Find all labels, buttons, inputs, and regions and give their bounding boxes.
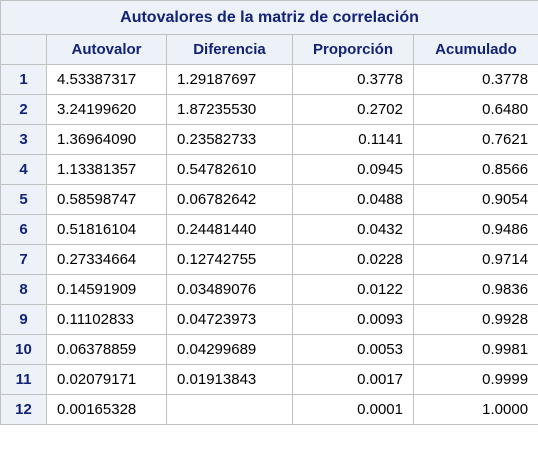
cell-autovalor: 0.11102833 (46, 304, 167, 335)
cell-acumulado: 0.9928 (412, 304, 538, 335)
title-row: Autovalores de la matriz de correlación (0, 0, 538, 35)
cell-autovalor: 0.02079171 (46, 364, 167, 395)
cell-proporcion: 0.1141 (292, 124, 414, 155)
cell-acumulado: 0.6480 (412, 94, 538, 125)
table-row: 4 1.13381357 0.54782610 0.0945 0.8566 (0, 154, 538, 185)
table-row: 10 0.06378859 0.04299689 0.0053 0.9981 (0, 334, 538, 365)
cell-autovalor: 0.51816104 (46, 214, 167, 245)
header-autovalor: Autovalor (46, 34, 167, 65)
cell-proporcion: 0.3778 (292, 64, 414, 95)
cell-autovalor: 0.14591909 (46, 274, 167, 305)
cell-proporcion: 0.0001 (292, 394, 414, 425)
cell-acumulado: 0.9714 (412, 244, 538, 275)
cell-proporcion: 0.0122 (292, 274, 414, 305)
cell-autovalor: 4.53387317 (46, 64, 167, 95)
table-title: Autovalores de la matriz de correlación (0, 0, 538, 35)
row-number: 10 (0, 334, 47, 365)
cell-diferencia: 0.03489076 (166, 274, 293, 305)
cell-proporcion: 0.0432 (292, 214, 414, 245)
cell-acumulado: 0.9999 (412, 364, 538, 395)
cell-proporcion: 0.0488 (292, 184, 414, 215)
cell-autovalor: 0.58598747 (46, 184, 167, 215)
row-number: 1 (0, 64, 47, 95)
table-row: 5 0.58598747 0.06782642 0.0488 0.9054 (0, 184, 538, 215)
cell-autovalor: 3.24199620 (46, 94, 167, 125)
table-row: 1 4.53387317 1.29187697 0.3778 0.3778 (0, 64, 538, 95)
cell-proporcion: 0.0093 (292, 304, 414, 335)
cell-autovalor: 0.06378859 (46, 334, 167, 365)
eigenvalues-table: Autovalores de la matriz de correlación … (0, 0, 538, 425)
row-number: 11 (0, 364, 47, 395)
cell-acumulado: 0.7621 (412, 124, 538, 155)
cell-diferencia: 0.23582733 (166, 124, 293, 155)
table-row: 8 0.14591909 0.03489076 0.0122 0.9836 (0, 274, 538, 305)
cell-acumulado: 0.9981 (412, 334, 538, 365)
row-number: 12 (0, 394, 47, 425)
cell-acumulado: 0.9054 (412, 184, 538, 215)
row-number: 7 (0, 244, 47, 275)
cell-diferencia: 0.06782642 (166, 184, 293, 215)
cell-proporcion: 0.0017 (292, 364, 414, 395)
table-row: 7 0.27334664 0.12742755 0.0228 0.9714 (0, 244, 538, 275)
cell-autovalor: 1.13381357 (46, 154, 167, 185)
cell-proporcion: 0.2702 (292, 94, 414, 125)
cell-proporcion: 0.0228 (292, 244, 414, 275)
cell-proporcion: 0.0945 (292, 154, 414, 185)
header-acumulado: Acumulado (412, 34, 538, 65)
table-row: 2 3.24199620 1.87235530 0.2702 0.6480 (0, 94, 538, 125)
cell-autovalor: 1.36964090 (46, 124, 167, 155)
cell-diferencia: 0.24481440 (166, 214, 293, 245)
header-proporcion: Proporción (292, 34, 414, 65)
table-row: 3 1.36964090 0.23582733 0.1141 0.7621 (0, 124, 538, 155)
cell-acumulado: 0.9836 (412, 274, 538, 305)
table-row: 9 0.11102833 0.04723973 0.0093 0.9928 (0, 304, 538, 335)
cell-acumulado: 0.8566 (412, 154, 538, 185)
cell-acumulado: 0.3778 (412, 64, 538, 95)
cell-acumulado: 1.0000 (412, 394, 538, 425)
table-row: 12 0.00165328 0.0001 1.0000 (0, 394, 538, 425)
cell-diferencia: 0.04723973 (166, 304, 293, 335)
corner-cell (0, 34, 47, 65)
row-number: 5 (0, 184, 47, 215)
cell-diferencia: 0.12742755 (166, 244, 293, 275)
cell-autovalor: 0.00165328 (46, 394, 167, 425)
row-number: 8 (0, 274, 47, 305)
table-row: 6 0.51816104 0.24481440 0.0432 0.9486 (0, 214, 538, 245)
cell-autovalor: 0.27334664 (46, 244, 167, 275)
cell-diferencia: 1.87235530 (166, 94, 293, 125)
cell-proporcion: 0.0053 (292, 334, 414, 365)
row-number: 4 (0, 154, 47, 185)
row-number: 2 (0, 94, 47, 125)
cell-acumulado: 0.9486 (412, 214, 538, 245)
cell-diferencia: 1.29187697 (166, 64, 293, 95)
table-row: 11 0.02079171 0.01913843 0.0017 0.9999 (0, 364, 538, 395)
header-row: Autovalor Diferencia Proporción Acumulad… (0, 34, 538, 65)
cell-diferencia: 0.01913843 (166, 364, 293, 395)
cell-diferencia: 0.54782610 (166, 154, 293, 185)
row-number: 9 (0, 304, 47, 335)
cell-diferencia (166, 394, 293, 425)
row-number: 3 (0, 124, 47, 155)
header-diferencia: Diferencia (166, 34, 293, 65)
cell-diferencia: 0.04299689 (166, 334, 293, 365)
row-number: 6 (0, 214, 47, 245)
